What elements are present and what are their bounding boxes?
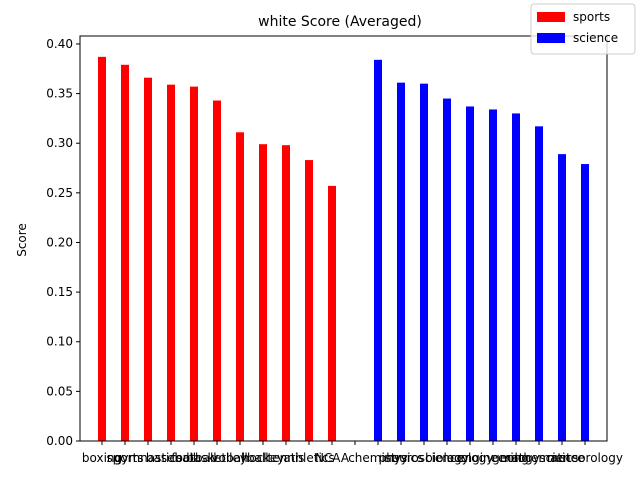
bar-science-19 xyxy=(535,126,543,441)
x-tick-label-7: hockey xyxy=(242,451,285,465)
bar-science-16 xyxy=(466,106,474,441)
x-tick-label-16: ecology xyxy=(447,451,494,465)
bar-sports-8 xyxy=(282,145,290,441)
x-tick-label-15: biology xyxy=(425,451,469,465)
x-tick-label-20: science xyxy=(539,451,584,465)
x-tick-label-14: neuroscience xyxy=(384,451,464,465)
bar-sports-0 xyxy=(98,56,106,441)
bar-science-14 xyxy=(420,83,428,442)
x-tick-label-3: baseball xyxy=(146,451,196,465)
y-tick-label-4: 0.20 xyxy=(46,235,73,249)
legend-swatch-sports xyxy=(537,12,565,22)
bar-sports-4 xyxy=(190,86,198,442)
x-tick-label-19: mathematics xyxy=(500,451,579,465)
bar-sports-2 xyxy=(144,77,152,441)
legend: sports science xyxy=(530,3,636,55)
bar-sports-9 xyxy=(305,160,313,441)
bar-science-13 xyxy=(397,82,405,442)
x-tick-label-21: meteorology xyxy=(547,451,623,465)
plot-frame xyxy=(79,35,608,442)
bar-sports-7 xyxy=(259,144,267,441)
bar-science-18 xyxy=(512,113,520,442)
y-tick-label-8: 0.40 xyxy=(46,37,73,51)
x-tick-label-9: athletics xyxy=(283,451,334,465)
x-tick-label-6: volleyball xyxy=(211,451,268,465)
bar-sports-10 xyxy=(328,185,336,441)
x-tick-label-13: physics xyxy=(379,451,424,465)
bar-science-21 xyxy=(581,164,589,442)
y-tick-label-0: 0.00 xyxy=(46,434,73,448)
x-tick-label-1: sports xyxy=(106,451,143,465)
bar-science-12 xyxy=(374,59,382,441)
y-tick-label-2: 0.10 xyxy=(46,335,73,349)
x-tick-label-17: engineering xyxy=(457,451,529,465)
bar-sports-3 xyxy=(167,84,175,441)
bar-science-17 xyxy=(489,109,497,442)
y-axis-label: Score xyxy=(15,223,29,257)
y-tick-label-3: 0.15 xyxy=(46,285,73,299)
legend-swatch-science xyxy=(537,33,565,43)
x-tick-label-4: football xyxy=(171,451,216,465)
y-tick-label-6: 0.30 xyxy=(46,136,73,150)
chart-title: white Score (Averaged) xyxy=(258,14,422,30)
x-tick-label-5: basketball xyxy=(186,451,247,465)
plot-area: 0.00 0.05 0.10 0.15 0.20 0.25 0.30 0.35 0.40 boxi… xyxy=(46,35,623,465)
x-tick-label-8: tennis xyxy=(268,451,305,465)
x-tick-label-12: chemistry xyxy=(348,451,408,465)
legend-label-science: science xyxy=(573,31,618,45)
legend-label-sports: sports xyxy=(573,10,610,24)
x-tick-label-18: geology xyxy=(492,451,540,465)
bar-sports-6 xyxy=(236,132,244,442)
bar-sports-5 xyxy=(213,100,221,442)
x-tick-label-10: NCAA xyxy=(315,451,350,465)
y-tick-label-1: 0.05 xyxy=(46,384,73,398)
bar-science-20 xyxy=(558,154,566,442)
y-tick-label-7: 0.35 xyxy=(46,87,73,101)
bar-science-15 xyxy=(443,98,451,441)
y-tick-label-5: 0.25 xyxy=(46,186,73,200)
x-tick-label-0: boxing xyxy=(82,451,122,465)
x-tick-label-2: gymnastics xyxy=(114,451,183,465)
bar-sports-1 xyxy=(121,64,129,441)
